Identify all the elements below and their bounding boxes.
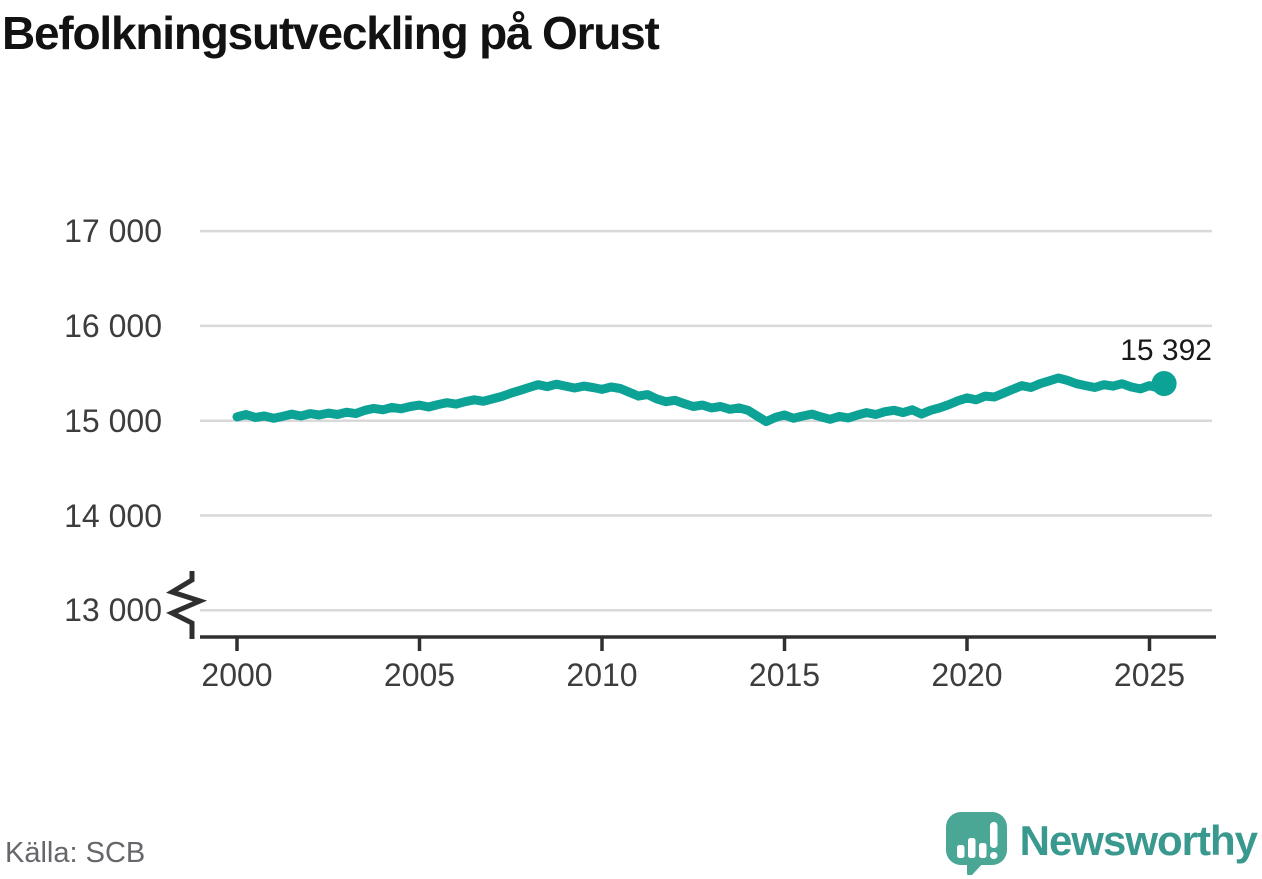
x-axis-ticks xyxy=(235,637,1152,651)
y-axis-label: 14 000 xyxy=(64,497,162,534)
latest-value-dot xyxy=(1151,371,1177,397)
y-axis-label: 16 000 xyxy=(64,307,162,344)
x-axis-label: 2000 xyxy=(201,657,273,693)
newsworthy-logo-text: Newsworthy xyxy=(1019,817,1258,864)
x-axis-label: 2020 xyxy=(931,657,1003,693)
population-line-series xyxy=(232,373,1169,427)
x-axis-label: 2005 xyxy=(383,657,456,693)
newsworthy-logo: Newsworthy xyxy=(944,811,1258,875)
y-axis-label: 15 000 xyxy=(64,402,162,439)
chart-title: Befolkningsutveckling på Orust xyxy=(2,7,660,59)
latest-value-label: 15 392 xyxy=(1120,333,1212,367)
gridlines xyxy=(200,229,1212,612)
x-axis-label: 2015 xyxy=(748,657,821,693)
y-axis-label: 13 000 xyxy=(64,592,162,629)
source-caption: Källa: SCB xyxy=(5,837,146,869)
x-axis-label: 2010 xyxy=(566,657,638,693)
newsworthy-speech-bubble-icon xyxy=(945,812,1007,875)
y-axis-break-icon xyxy=(165,571,208,639)
y-axis-label: 17 000 xyxy=(64,213,162,250)
x-axis-label: 2025 xyxy=(1113,657,1186,693)
